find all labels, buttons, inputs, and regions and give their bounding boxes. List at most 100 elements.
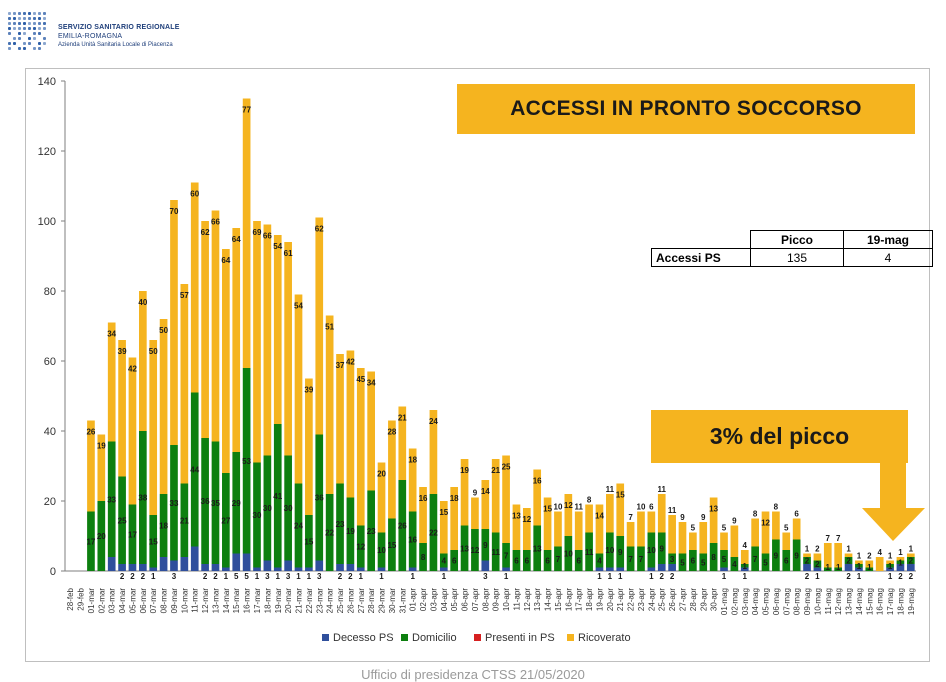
bar-value-label: 26 bbox=[398, 522, 407, 531]
bar-value-label: 7 bbox=[504, 551, 509, 560]
bar-value-label: 1 bbox=[743, 562, 748, 571]
bar-segment bbox=[180, 483, 189, 557]
peak-value: 135 bbox=[750, 248, 844, 267]
bar-segment bbox=[242, 98, 251, 368]
bar-value-label: 1 bbox=[888, 552, 893, 561]
logo-dot bbox=[18, 37, 21, 40]
logo-dot bbox=[8, 12, 11, 15]
x-tick-label: 07-mag bbox=[782, 588, 791, 615]
bar-segment bbox=[273, 567, 282, 571]
bar-segment bbox=[585, 532, 593, 571]
bar-value-label: 13 bbox=[512, 512, 521, 521]
x-tick-label: 25-mar bbox=[336, 588, 345, 614]
logo-dot bbox=[38, 47, 41, 50]
bar-value-label: 9 bbox=[618, 548, 623, 557]
bar-segment bbox=[336, 564, 344, 571]
bar-value-label: 16 bbox=[408, 536, 417, 545]
bar-value-label: 5 bbox=[244, 572, 249, 581]
bar-value-label: 69 bbox=[253, 228, 262, 237]
bar-segment bbox=[751, 518, 759, 547]
bar-segment bbox=[346, 497, 355, 564]
x-tick-label: 29-feb bbox=[77, 587, 86, 610]
bar-segment bbox=[201, 564, 209, 571]
bar-segment bbox=[533, 469, 542, 526]
x-tick-label: 30-mar bbox=[388, 588, 397, 614]
bar-value-label: 1 bbox=[743, 572, 748, 581]
logo-dot bbox=[8, 32, 11, 35]
bar-segment bbox=[294, 294, 303, 484]
legend-label: Presenti in PS bbox=[485, 632, 555, 644]
bar-segment bbox=[803, 564, 811, 571]
bar-segment bbox=[606, 532, 614, 568]
bar-segment bbox=[149, 515, 158, 568]
bar-value-label: 9 bbox=[660, 544, 665, 553]
x-tick-label: 20-mar bbox=[284, 588, 293, 614]
bar-segment bbox=[855, 567, 863, 571]
x-tick-label: 19-mag bbox=[907, 588, 916, 615]
legend-swatch bbox=[567, 634, 574, 641]
x-tick-label: 02-apr bbox=[419, 588, 428, 611]
logo-dot bbox=[33, 12, 36, 15]
bar-value-label: 2 bbox=[338, 572, 343, 581]
bar-value-label: 54 bbox=[294, 302, 303, 311]
bar-value-label: 1 bbox=[442, 572, 447, 581]
bar-value-label: 6 bbox=[514, 557, 519, 566]
bar-value-label: 19 bbox=[346, 527, 355, 536]
x-tick-label: 23-mar bbox=[315, 588, 324, 614]
bar-value-label: 22 bbox=[325, 529, 334, 538]
bar-value-label: 5 bbox=[691, 524, 696, 533]
bar-segment bbox=[222, 249, 230, 473]
bar-value-label: 20 bbox=[377, 470, 386, 479]
x-tick-label: 17-mag bbox=[886, 588, 895, 615]
bar-segment bbox=[356, 368, 365, 526]
bar-value-label: 1 bbox=[410, 572, 415, 581]
bar-value-label: 9 bbox=[732, 517, 737, 526]
logo-dot bbox=[43, 22, 46, 25]
x-tick-label: 28-mar bbox=[367, 588, 376, 614]
bar-segment bbox=[253, 462, 261, 568]
bar-segment bbox=[190, 392, 199, 547]
bar-value-label: 17 bbox=[86, 537, 95, 546]
logo-dot bbox=[18, 27, 21, 30]
bar-segment bbox=[284, 242, 292, 456]
bar-segment bbox=[315, 560, 324, 571]
x-tick-label: 19-apr bbox=[595, 588, 604, 611]
bar-value-label: 2 bbox=[805, 572, 810, 581]
bar-value-label: 6 bbox=[649, 503, 654, 512]
bar-value-label: 1 bbox=[722, 572, 727, 581]
bar-value-label: 7 bbox=[628, 513, 633, 522]
bar-segment bbox=[616, 567, 625, 571]
logo-dot bbox=[18, 47, 21, 50]
bar-segment bbox=[823, 543, 832, 568]
bar-value-label: 1 bbox=[836, 563, 841, 572]
x-tick-label: 01-apr bbox=[409, 588, 418, 611]
x-tick-label: 13-mar bbox=[211, 588, 220, 614]
bar-segment bbox=[554, 511, 562, 547]
bar-value-label: 2 bbox=[141, 572, 146, 581]
bar-value-label: 22 bbox=[429, 529, 438, 538]
bar-segment bbox=[356, 567, 365, 571]
bar-value-label: 14 bbox=[595, 512, 604, 521]
bar-segment bbox=[419, 487, 427, 543]
bar-segment bbox=[170, 445, 178, 561]
bar-value-label: 9 bbox=[473, 489, 478, 498]
bar-segment bbox=[720, 550, 728, 568]
bar-segment bbox=[253, 567, 261, 571]
bar-value-label: 2 bbox=[120, 572, 125, 581]
bar-segment bbox=[502, 455, 510, 543]
bar-segment bbox=[886, 564, 894, 568]
logo-dot bbox=[23, 32, 26, 35]
x-tick-label: 29-apr bbox=[699, 588, 708, 611]
bar-value-label: 1 bbox=[379, 572, 384, 581]
bar-value-label: 15 bbox=[304, 537, 313, 546]
bar-value-label: 8 bbox=[421, 553, 426, 562]
bar-segment bbox=[107, 557, 116, 571]
bar-segment bbox=[886, 567, 894, 571]
bar-value-label: 57 bbox=[180, 291, 189, 300]
bar-segment bbox=[367, 490, 375, 571]
bar-value-label: 13 bbox=[709, 505, 718, 514]
bar-value-label: 5 bbox=[234, 572, 239, 581]
bar-segment bbox=[616, 483, 625, 536]
bar-value-label: 12 bbox=[564, 501, 573, 510]
bar-value-label: 7 bbox=[556, 555, 561, 564]
